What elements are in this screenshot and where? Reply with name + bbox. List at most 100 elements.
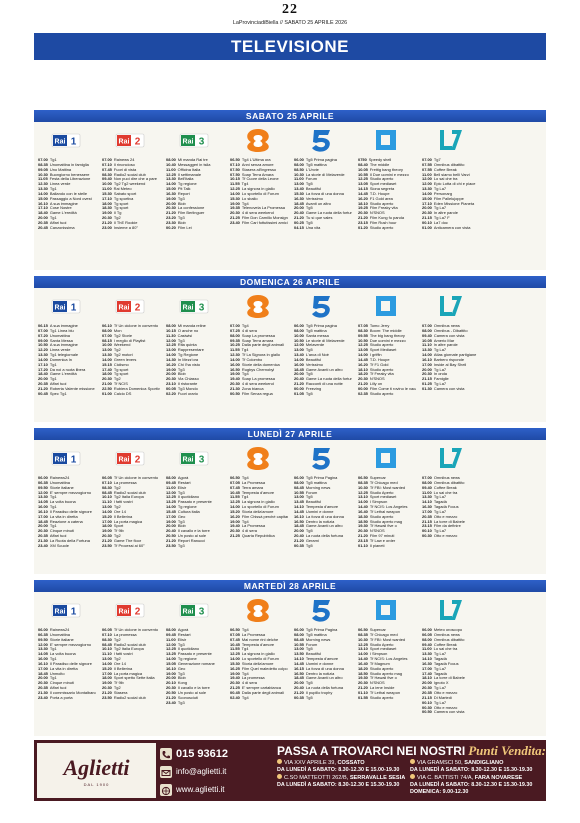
program-entry: 20.40 La ruota della fortuna (294, 686, 352, 691)
program-title: Tf Un ciclone in convento (113, 476, 159, 480)
program-time: 16.30 (422, 505, 432, 510)
program-entry: 21.25 E' sempre cartabianca (230, 686, 288, 691)
program-title: Radio2 social club (113, 172, 146, 177)
program-entry: 13.30 Tg La7 (422, 495, 480, 500)
program-title: Rubiera Domenica Sportiva (113, 386, 160, 391)
program-title: Film Come ti rovino le vacanze (369, 386, 416, 391)
program-title: Tg sportiva (113, 196, 134, 201)
program-entry: 08.00 Soap La promessa (230, 334, 288, 339)
program-title: Tg sport (113, 372, 129, 377)
program-entry: 11.55 Tg4 (230, 348, 288, 353)
program-time: 15.30 (230, 196, 240, 201)
program-title: Tg5 mattina (305, 328, 327, 333)
program-entry: 14.00 Lo sportello di Forum (230, 505, 288, 510)
program-entry: 07.00 Tg1 Linea blu (38, 329, 96, 334)
ad-website[interactable]: www.aglietti.it (176, 785, 225, 794)
program-time: 21.20 (358, 216, 368, 221)
ad-email[interactable]: info@aglietti.it (176, 767, 227, 776)
program-entry: 17.00 Tg La7 (422, 667, 480, 672)
program-entry: 20.00 Tg La7 (422, 206, 480, 211)
program-entry: 08.00 Mi manda Rai tre (166, 158, 224, 163)
program-title: Agorà (177, 628, 189, 632)
program-entry: 01.00 Calcio DS (102, 392, 160, 397)
program-time: 10.30 (38, 172, 48, 177)
program-title: Tg5 Prima pagina (305, 158, 337, 162)
channel-column: 06.00 Tg5 Prima pagina 08.00 Tg5 mattina 10.… (290, 324, 354, 397)
program-time: 19.00 (102, 529, 112, 534)
canale5-logo (290, 592, 354, 628)
channel-column: 06.50 Supercar 08.35 Tf Chicago med 10.30 Tf … (354, 628, 418, 715)
program-title: Storie della domenica (241, 362, 280, 367)
program-entry: 14.00 Tg regione (166, 505, 224, 510)
program-time: 17.00 (422, 666, 432, 671)
program-title: Il Tg (113, 211, 122, 216)
program-time: 08.00 (166, 324, 176, 328)
program-time: 06.00 (294, 476, 304, 480)
program-time: 13.50 (294, 652, 304, 657)
program-entry: 16.10 Il Paradiso delle signore (38, 510, 96, 515)
program-entry: 13.30 Tg La7 (422, 348, 480, 353)
program-time: 10.30 (294, 172, 304, 177)
program-title: Mi manda Rai tre (177, 158, 208, 162)
program-time: 04.15 (294, 225, 304, 230)
program-entry: 17.10 Tg sportiva (102, 197, 160, 202)
program-time: 19.40 (230, 524, 240, 529)
program-time: 12.00 (294, 343, 304, 348)
program-time: 08.15 (102, 338, 112, 343)
program-entry: 20.00 Tg5 (294, 529, 352, 534)
program-title: Morning news (305, 637, 331, 642)
program-time: 10.15 (230, 177, 240, 182)
program-title: Tg2 (113, 686, 121, 691)
program-time: 07.10 (102, 632, 112, 637)
program-time: 08.40 (358, 162, 368, 167)
svg-text:Rai: Rai (183, 609, 194, 616)
program-time: 16.30 (166, 191, 176, 196)
program-entry: 09.50 Storie italiane (38, 486, 96, 491)
program-time: 21.20 (166, 211, 176, 216)
program-time: 08.35 (38, 162, 48, 167)
program-time: 12.25 (358, 642, 368, 647)
program-title: Tg5 (305, 220, 313, 225)
program-entry: 06.00 Tg5 Prima pagina (294, 324, 352, 329)
program-entry: 21.20 Film 97 minuti (358, 534, 416, 539)
program-time: 07.00 (422, 158, 432, 162)
program-title: Weekend (113, 343, 131, 348)
ad-since: DAL 1900 (83, 781, 110, 787)
program-time: 10.15 (166, 328, 176, 333)
program-title: Tf Law e order (369, 538, 396, 543)
program-title: Camera con vista (433, 333, 465, 338)
program-time: 21.20 (102, 220, 112, 225)
program-entry: 20.00 Tg1 (38, 524, 96, 529)
program-entry: 13.30 Tg La7 (422, 652, 480, 657)
program-title: Barbero risponde (433, 357, 465, 362)
program-time: 23.15 (358, 538, 368, 543)
program-entry: 17.40 Tg sport (102, 368, 160, 373)
rai3-logo: Rai 3 (162, 288, 226, 324)
program-title: Elisir (177, 637, 187, 642)
program-entry: 12.25 Studio aperto (358, 177, 416, 182)
program-time: 18.45 (294, 367, 304, 372)
program-title: Santa Messa (49, 338, 73, 343)
program-time: 21.15 (422, 377, 432, 382)
ad-logo-box: Aglietti DAL 1900 (37, 743, 156, 798)
program-time: 19.00 (102, 681, 112, 686)
program-time: 10.55 (294, 490, 304, 495)
program-entry: 07.45 Fuori di vista (102, 168, 160, 173)
program-entry: 20.00 Tg1 (38, 216, 96, 221)
program-entry: 13.40 Beautiful (294, 187, 352, 192)
program-title: Personarg (433, 191, 453, 196)
program-time: 20.35 (422, 690, 432, 695)
program-title: Lo sai che tra (433, 177, 458, 182)
program-title: Storia della'amore (241, 509, 274, 514)
program-time: 06.00 (294, 628, 304, 632)
program-entry: 00.35 Tg5 (294, 544, 352, 549)
program-entry: 12.30 Tf La Signora in giallo (230, 353, 288, 358)
canale5-logo (290, 440, 354, 476)
program-time: 14.00 (102, 661, 112, 666)
program-title: Camera con vista (433, 386, 465, 391)
program-entry: 01.05 Tg5 (294, 392, 352, 397)
program-title: Tg5 Prima pagina (305, 324, 337, 328)
program-title: Tg2 (113, 216, 121, 221)
program-time: 08.00 (294, 162, 304, 167)
program-time: 12.25 (166, 647, 176, 652)
